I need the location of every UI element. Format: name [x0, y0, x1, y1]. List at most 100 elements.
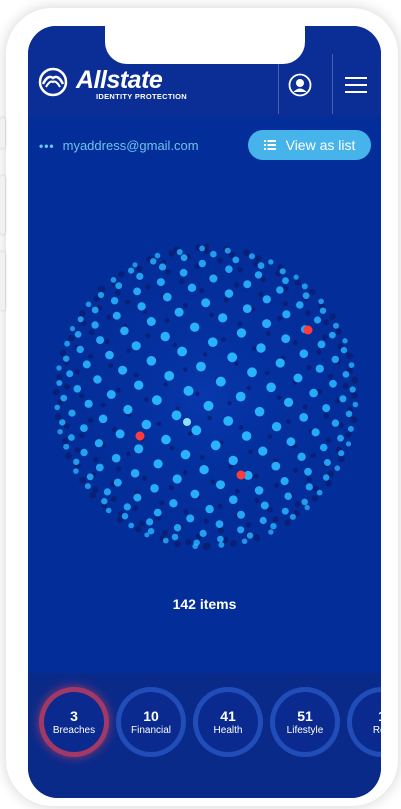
sphere-dot [187, 283, 197, 292]
breach-dot[interactable] [236, 470, 246, 480]
sphere-dot [323, 413, 329, 419]
sphere-dot [147, 528, 155, 535]
sphere-dot [317, 340, 326, 349]
filter-count: 41 [220, 707, 236, 724]
sphere-dot [228, 455, 238, 466]
sphere-dot [65, 452, 72, 460]
sphere-dot [266, 382, 276, 393]
sphere-dot [245, 521, 252, 528]
sphere-dot [305, 483, 313, 491]
sphere-dot [115, 429, 125, 439]
sphere-dot [309, 288, 316, 296]
sphere-dot [205, 504, 214, 514]
filter-label: Health [213, 724, 243, 736]
sphere-dot [335, 328, 342, 335]
sphere-dot [259, 516, 267, 525]
filter-health[interactable]: 41 Health [193, 687, 263, 757]
breach-dot[interactable] [135, 431, 145, 441]
sphere-dot [268, 259, 274, 265]
sphere-dot [121, 512, 129, 520]
sphere-dot [286, 419, 291, 425]
sphere-dot [241, 538, 248, 545]
account-email[interactable]: ••• myaddress@gmail.com [39, 138, 199, 153]
sphere-dot [255, 255, 262, 262]
account-button[interactable] [280, 67, 320, 103]
filter-lifestyle[interactable]: 51 Lifestyle [270, 687, 340, 757]
sphere-dot [325, 437, 332, 444]
side-button [0, 252, 5, 310]
sphere-dot [209, 274, 218, 283]
more-dots-icon: ••• [39, 138, 55, 153]
sphere-dot [313, 316, 322, 324]
sphere-dot [130, 469, 140, 478]
sphere-dot [253, 473, 259, 479]
sphere-dot [282, 277, 289, 285]
sphere-dot [79, 310, 86, 317]
app-screen: Allstate IDENTITY PROTECTION ••• myaddre… [28, 26, 381, 798]
filter-count: 3 [70, 707, 78, 724]
sphere-dot [97, 291, 105, 299]
sphere-dot [88, 353, 94, 360]
sphere-dot [163, 382, 168, 387]
sphere-dot [247, 367, 257, 378]
list-icon [263, 140, 276, 150]
sphere-dot [118, 270, 125, 278]
sphere-dot [59, 419, 66, 426]
sphere-dot [210, 250, 217, 258]
sphere-dot [63, 423, 70, 429]
sphere-dot [289, 513, 296, 520]
filter-real-estate[interactable]: 1 Rea [347, 687, 381, 757]
filter-breaches[interactable]: 3 Breaches [39, 687, 109, 757]
sphere-dot [299, 349, 309, 358]
sphere-dot [229, 495, 238, 505]
sphere-dot [73, 468, 79, 474]
filter-financial[interactable]: 10 Financial [116, 687, 186, 757]
sphere-dot [175, 406, 180, 411]
sphere-dot [125, 451, 131, 457]
sphere-dot [183, 303, 189, 309]
sphere-dot [227, 400, 232, 406]
filter-label: Rea [372, 724, 381, 736]
sphere-dot [258, 446, 268, 456]
view-as-list-button[interactable]: View as list [248, 130, 371, 160]
sphere-dot [208, 337, 218, 347]
breach-dot[interactable] [303, 325, 313, 335]
sphere-dot [325, 479, 332, 487]
sphere-dot [243, 470, 253, 480]
sphere-dot [323, 319, 330, 326]
sphere-dot [164, 318, 170, 324]
sphere-dot [334, 465, 341, 471]
sphere-dot [150, 484, 159, 493]
menu-button[interactable] [339, 70, 373, 100]
filter-label: Breaches [52, 724, 96, 736]
sphere-dot [252, 261, 259, 268]
sphere-dot [271, 461, 281, 471]
sphere-dot [172, 474, 182, 484]
sphere-dot [141, 475, 147, 481]
sphere-dot [183, 509, 189, 515]
sphere-dot [282, 300, 289, 307]
sphere-dot [251, 346, 257, 351]
sphere-dot [141, 419, 152, 430]
filter-count: 10 [143, 707, 159, 724]
sphere-dot [100, 402, 106, 408]
side-button [0, 176, 5, 234]
sphere-dot [237, 321, 243, 327]
sphere-dot [190, 322, 200, 332]
sphere-dot [210, 440, 221, 451]
sphere-dot [136, 265, 143, 272]
sphere-dot [128, 267, 135, 274]
sphere-dot [101, 498, 108, 505]
sphere-dot [200, 455, 205, 460]
data-sphere[interactable] [42, 232, 370, 562]
sphere-dot [85, 301, 92, 308]
sphere-dot [282, 285, 289, 292]
sphere-dot [217, 535, 224, 543]
sphere-dot [87, 417, 94, 423]
sphere-dot [68, 434, 75, 441]
sphere-dot [242, 304, 252, 313]
allstate-logo[interactable]: Allstate IDENTITY PROTECTION [38, 67, 187, 101]
sphere-dot [171, 410, 182, 421]
sphere-dot [253, 534, 261, 541]
sphere-dot [258, 291, 264, 297]
